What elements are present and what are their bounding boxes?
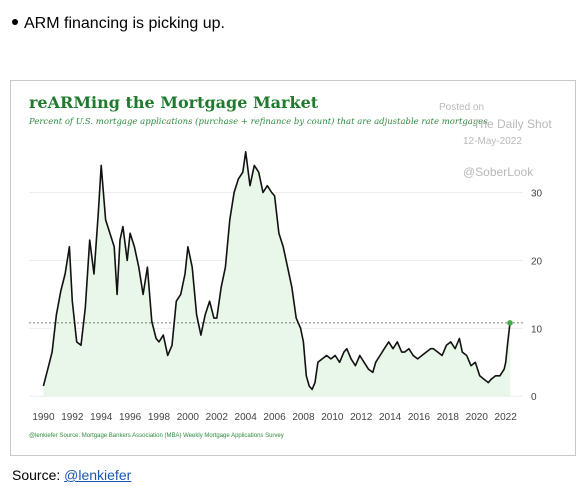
source-label: Source: xyxy=(12,467,61,483)
endpoint-marker xyxy=(507,320,513,326)
y-tick-label: 0 xyxy=(531,392,537,403)
x-tick-label: 1992 xyxy=(61,412,84,423)
source-link[interactable]: @lenkiefer xyxy=(64,467,132,483)
chart-subtitle: Percent of U.S. mortgage applications (p… xyxy=(29,117,488,127)
watermark-handle: @SoberLook xyxy=(463,165,534,179)
chart-canvas: 0 10 20 30 1990 1992 1994 1996 1998 2000 2002 2004 2… xyxy=(29,151,543,423)
x-tick-label: 1994 xyxy=(90,412,113,423)
watermark-date: 12-May-2022 xyxy=(463,136,522,147)
chart-title: reARMing the Mortgage Market xyxy=(29,93,319,112)
x-tick-label: 2012 xyxy=(350,412,373,423)
x-tick-label: 1996 xyxy=(119,412,142,423)
bullet-text: ARM financing is picking up. xyxy=(24,15,225,32)
x-tick-label: 2020 xyxy=(466,412,489,423)
x-tick-label: 2016 xyxy=(408,412,431,423)
source-line: Source: @lenkiefer xyxy=(12,467,131,483)
x-tick-label: 2004 xyxy=(235,412,258,423)
watermark-posted-on: Posted on xyxy=(439,102,485,113)
x-tick-label: 1998 xyxy=(148,412,171,423)
bullet-dot-icon xyxy=(12,19,18,25)
watermark-source: The Daily Shot xyxy=(473,117,552,131)
series-line xyxy=(42,151,511,391)
x-tick-label: 2010 xyxy=(321,412,344,423)
x-tick-label: 2000 xyxy=(177,412,200,423)
chart-footnote: @lenkiefer Source: Mortgage Bankers Asso… xyxy=(29,433,284,439)
x-tick-label: 2006 xyxy=(263,412,286,423)
x-tick-label: 1990 xyxy=(32,412,55,423)
x-tick-label: 2022 xyxy=(495,412,518,423)
chart-figure: 0 10 20 30 1990 1992 1994 1996 1998 2000 2002 2004 2… xyxy=(10,80,576,456)
y-tick-label: 10 xyxy=(531,324,543,335)
y-tick-label: 30 xyxy=(531,189,543,200)
x-tick-label: 2014 xyxy=(379,412,402,423)
bullet-point: ARM financing is picking up. xyxy=(12,15,225,33)
series-area xyxy=(43,151,511,397)
x-tick-label: 2002 xyxy=(206,412,229,423)
y-tick-label: 20 xyxy=(531,256,543,267)
x-tick-label: 2008 xyxy=(292,412,315,423)
x-tick-label: 2018 xyxy=(437,412,460,423)
